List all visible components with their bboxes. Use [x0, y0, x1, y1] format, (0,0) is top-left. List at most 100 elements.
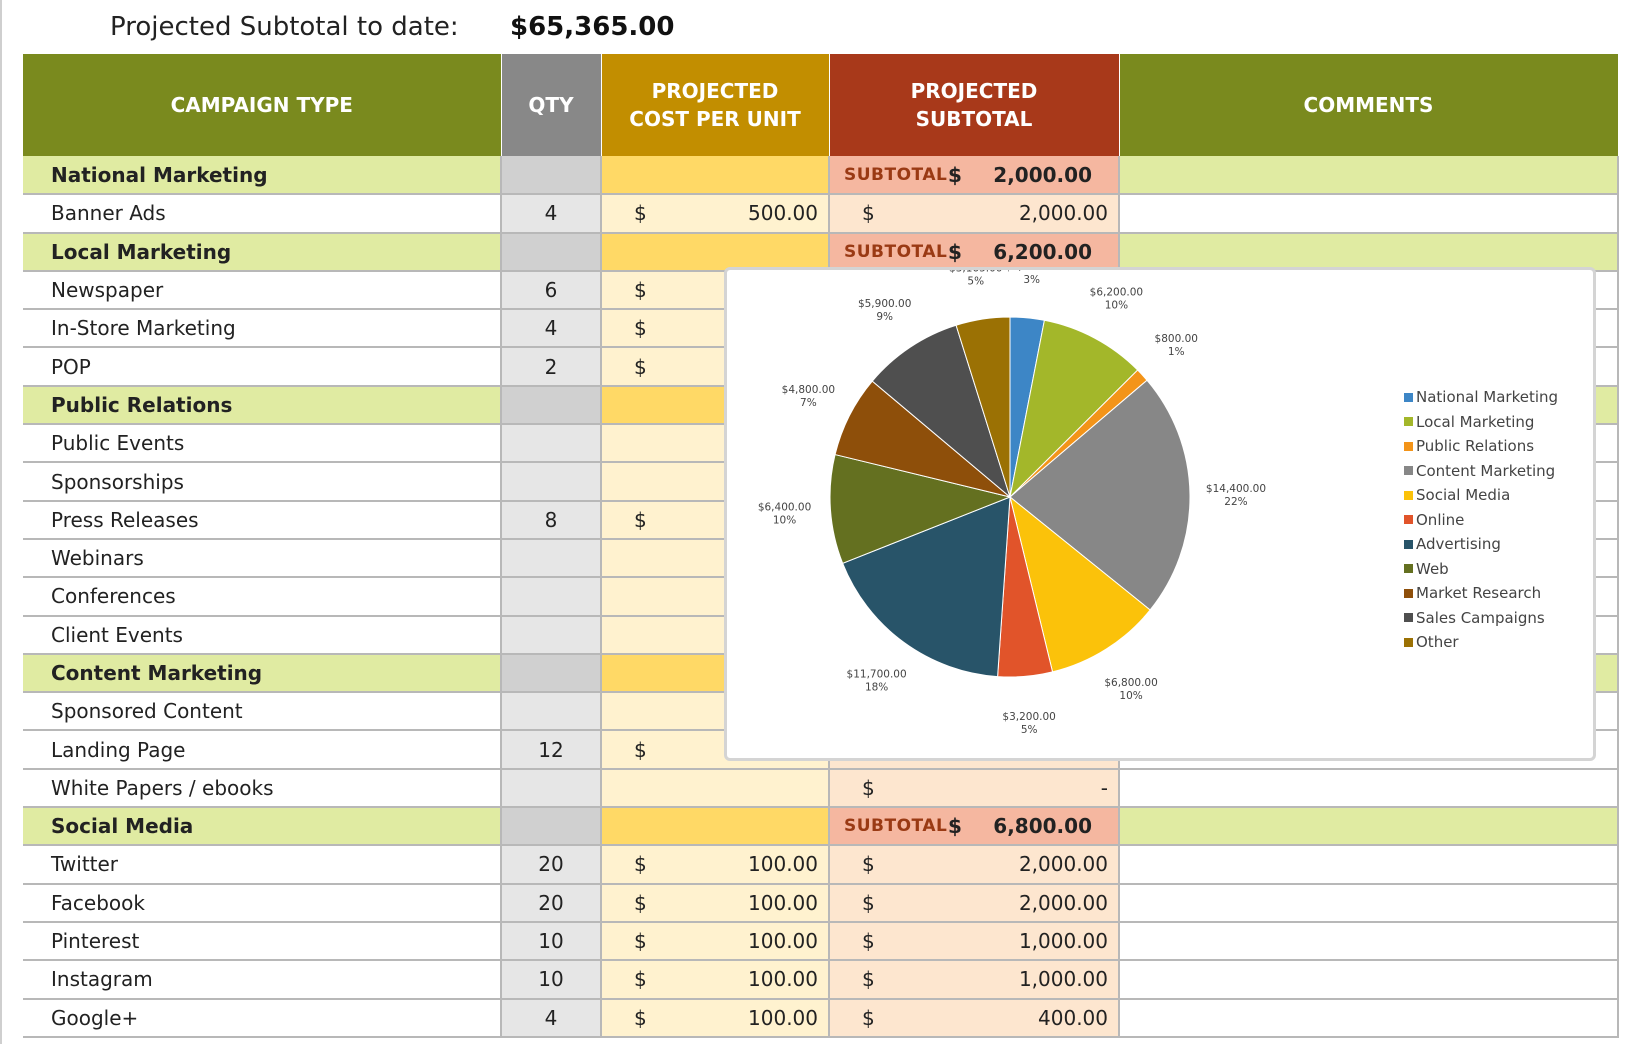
- qty-cell[interactable]: 20: [501, 845, 602, 885]
- pie-slice-other[interactable]: [955, 316, 1011, 498]
- header-campaign-type[interactable]: CAMPAIGN TYPE: [23, 54, 502, 156]
- qty-cell[interactable]: [501, 385, 602, 426]
- qty-cell[interactable]: 4: [501, 194, 602, 234]
- campaign-type-cell[interactable]: Sponsorships: [23, 462, 502, 502]
- comments-cell[interactable]: [1119, 883, 1619, 923]
- campaign-type-cell[interactable]: Content Marketing: [23, 653, 502, 694]
- pie-slice-web[interactable]: [829, 453, 1012, 564]
- header-comments[interactable]: COMMENTS: [1119, 54, 1619, 156]
- qty-cell[interactable]: [501, 232, 602, 272]
- pie-chart[interactable]: $2,000.003%$6,200.0010%$800.001%$14,400.…: [724, 267, 1596, 761]
- comments-cell[interactable]: [1119, 156, 1619, 196]
- legend-item[interactable]: Content Marketing: [1404, 459, 1558, 484]
- qty-cell[interactable]: [501, 156, 602, 196]
- qty-cell[interactable]: 20: [501, 883, 602, 923]
- subtotal-cell[interactable]: SUBTOTAL $6,200.00: [829, 232, 1120, 272]
- comments-cell[interactable]: [1119, 807, 1619, 847]
- campaign-type-cell[interactable]: Instagram: [23, 960, 502, 1000]
- summary-value[interactable]: $65,365.00: [510, 12, 675, 42]
- legend-item[interactable]: Online: [1404, 508, 1558, 533]
- pie-slice-social-media[interactable]: [1009, 495, 1151, 673]
- comments-cell[interactable]: [1119, 232, 1619, 272]
- campaign-type-cell[interactable]: Landing Page: [23, 730, 502, 770]
- qty-cell[interactable]: [501, 538, 602, 579]
- campaign-type-cell[interactable]: National Marketing: [23, 156, 502, 196]
- cost-per-unit-cell[interactable]: [601, 768, 830, 809]
- cost-per-unit-cell[interactable]: $100.00: [601, 883, 830, 923]
- pie-slice-local-marketing[interactable]: [1009, 319, 1139, 499]
- campaign-type-cell[interactable]: Local Marketing: [23, 232, 502, 272]
- subtotal-cell[interactable]: SUBTOTAL $2,000.00: [829, 156, 1120, 196]
- qty-cell[interactable]: [501, 807, 602, 847]
- qty-cell[interactable]: 4: [501, 309, 602, 349]
- legend-item[interactable]: Sales Campaigns: [1404, 606, 1558, 631]
- campaign-type-cell[interactable]: POP: [23, 347, 502, 387]
- campaign-type-cell[interactable]: White Papers / ebooks: [23, 768, 502, 809]
- qty-cell[interactable]: [501, 615, 602, 655]
- qty-cell[interactable]: [501, 424, 602, 464]
- subtotal-cell[interactable]: $1,000.00: [829, 921, 1120, 962]
- qty-cell[interactable]: 10: [501, 960, 602, 1000]
- campaign-type-cell[interactable]: Sponsored Content: [23, 692, 502, 732]
- legend-item[interactable]: Social Media: [1404, 483, 1558, 508]
- cost-per-unit-cell[interactable]: $100.00: [601, 960, 830, 1000]
- subtotal-cell[interactable]: $1,000.00: [829, 960, 1120, 1000]
- subtotal-cell[interactable]: $2,000.00: [829, 883, 1120, 923]
- subtotal-cell[interactable]: $2,000.00: [829, 845, 1120, 885]
- legend-item[interactable]: Market Research: [1404, 581, 1558, 606]
- legend-item[interactable]: Other: [1404, 630, 1558, 655]
- comments-cell[interactable]: [1119, 768, 1619, 809]
- comments-cell[interactable]: [1119, 998, 1619, 1038]
- cost-per-unit-cell[interactable]: [601, 232, 830, 272]
- legend-item[interactable]: Web: [1404, 557, 1558, 582]
- pie-slice-content-marketing[interactable]: [1009, 379, 1191, 611]
- comments-cell[interactable]: [1119, 194, 1619, 234]
- qty-cell[interactable]: [501, 768, 602, 809]
- qty-cell[interactable]: [501, 577, 602, 617]
- subtotal-cell[interactable]: $ -: [829, 768, 1120, 809]
- campaign-type-cell[interactable]: Public Events: [23, 424, 502, 464]
- campaign-type-cell[interactable]: Pinterest: [23, 921, 502, 962]
- legend-item[interactable]: Advertising: [1404, 532, 1558, 557]
- campaign-type-cell[interactable]: Public Relations: [23, 385, 502, 426]
- header-qty[interactable]: QTY: [501, 54, 602, 156]
- campaign-type-cell[interactable]: Banner Ads: [23, 194, 502, 234]
- campaign-type-cell[interactable]: Press Releases: [23, 500, 502, 540]
- campaign-type-cell[interactable]: Conferences: [23, 577, 502, 617]
- qty-cell[interactable]: 10: [501, 921, 602, 962]
- pie-slice-sales-campaigns[interactable]: [871, 324, 1011, 499]
- qty-cell[interactable]: [501, 692, 602, 732]
- campaign-type-cell[interactable]: Google+: [23, 998, 502, 1038]
- campaign-type-cell[interactable]: Client Events: [23, 615, 502, 655]
- campaign-type-cell[interactable]: In-Store Marketing: [23, 309, 502, 349]
- comments-cell[interactable]: [1119, 921, 1619, 962]
- pie-slice-advertising[interactable]: [842, 496, 1011, 678]
- cost-per-unit-cell[interactable]: [601, 807, 830, 847]
- cost-per-unit-cell[interactable]: [601, 156, 830, 196]
- qty-cell[interactable]: 2: [501, 347, 602, 387]
- qty-cell[interactable]: 6: [501, 270, 602, 311]
- comments-cell[interactable]: [1119, 960, 1619, 1000]
- legend-item[interactable]: Local Marketing: [1404, 410, 1558, 435]
- cost-per-unit-cell[interactable]: $100.00: [601, 921, 830, 962]
- header-cost-per-unit[interactable]: PROJECTED COST PER UNIT: [601, 54, 830, 156]
- qty-cell[interactable]: [501, 653, 602, 694]
- subtotal-cell[interactable]: SUBTOTAL $6,800.00: [829, 807, 1120, 847]
- qty-cell[interactable]: [501, 462, 602, 502]
- cost-per-unit-cell[interactable]: $100.00: [601, 998, 830, 1038]
- comments-cell[interactable]: [1119, 845, 1619, 885]
- legend-item[interactable]: Public Relations: [1404, 434, 1558, 459]
- campaign-type-cell[interactable]: Newspaper: [23, 270, 502, 311]
- subtotal-cell[interactable]: $2,000.00: [829, 194, 1120, 234]
- campaign-type-cell[interactable]: Webinars: [23, 538, 502, 579]
- subtotal-cell[interactable]: $400.00: [829, 998, 1120, 1038]
- qty-cell[interactable]: 4: [501, 998, 602, 1038]
- legend-item[interactable]: National Marketing: [1404, 385, 1558, 410]
- qty-cell[interactable]: 12: [501, 730, 602, 770]
- campaign-type-cell[interactable]: Social Media: [23, 807, 502, 847]
- campaign-type-cell[interactable]: Facebook: [23, 883, 502, 923]
- cost-per-unit-cell[interactable]: $100.00: [601, 845, 830, 885]
- header-projected-subtotal[interactable]: PROJECTED SUBTOTAL: [829, 54, 1120, 156]
- campaign-type-cell[interactable]: Twitter: [23, 845, 502, 885]
- qty-cell[interactable]: 8: [501, 500, 602, 540]
